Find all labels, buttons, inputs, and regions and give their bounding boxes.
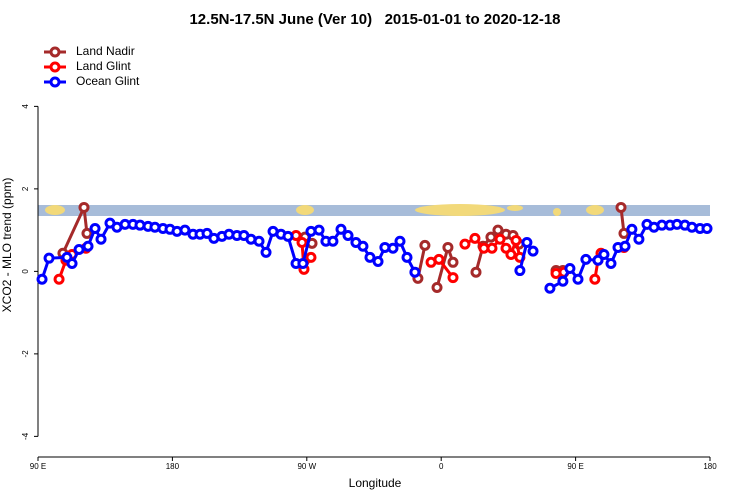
x-tick-label: 90 E (567, 462, 583, 471)
data-point (313, 224, 325, 236)
x-tick-label: 0 (439, 462, 444, 471)
data-point (527, 245, 539, 257)
data-point (442, 241, 454, 253)
data-point (521, 237, 533, 248)
data-point (557, 275, 569, 287)
data-point (253, 235, 265, 247)
data-point (78, 201, 90, 213)
x-tick-label: 180 (703, 462, 717, 471)
data-point (580, 253, 592, 265)
data-point (364, 251, 376, 263)
data-point (409, 266, 421, 278)
data-point (95, 233, 107, 245)
data-point (387, 242, 399, 254)
legend-marker (49, 61, 61, 73)
x-axis-label: Longitude (349, 476, 402, 490)
data-point (544, 282, 556, 294)
data-point (401, 251, 413, 263)
x-tick-label: 180 (166, 462, 180, 471)
data-point (305, 251, 317, 263)
data-point (394, 235, 406, 247)
data-point (510, 234, 522, 246)
data-point (431, 281, 443, 293)
data-point (296, 237, 308, 248)
legend-marker (49, 76, 61, 88)
data-point (53, 273, 65, 285)
y-tick-label: -4 (21, 432, 30, 440)
data-point (81, 227, 93, 239)
data-point (342, 229, 354, 241)
data-point (335, 223, 347, 235)
y-tick-label: 0 (21, 269, 30, 274)
data-point (589, 273, 601, 285)
data-point (598, 248, 610, 260)
data-point (485, 231, 497, 243)
data-point (260, 246, 272, 258)
data-point (486, 242, 498, 254)
data-point (357, 240, 369, 252)
chart-title: 12.5N-17.5N June (Ver 10) 2015-01-01 to … (189, 11, 560, 28)
series-line (61, 201, 626, 288)
data-point (626, 223, 638, 235)
data-point (447, 256, 459, 268)
data-point (605, 258, 617, 270)
data-point (179, 224, 191, 236)
data-point (447, 272, 459, 284)
data-point (36, 273, 48, 285)
x-tick-label: 90 E (30, 462, 46, 471)
data-point (459, 238, 471, 250)
data-point (505, 248, 517, 260)
y-tick-label: 4 (21, 104, 30, 109)
legend-label: Land Glint (76, 59, 131, 73)
legend-marker (49, 46, 61, 58)
data-point (615, 201, 627, 213)
data-point (701, 222, 713, 234)
x-tick-label: 90 W (297, 462, 316, 471)
y-axis-label: XCO2 - MLO trend (ppm) (0, 178, 14, 313)
data-point (633, 233, 645, 245)
data-point (327, 235, 339, 247)
data-point (433, 253, 445, 265)
data-point (66, 258, 78, 270)
data-point (572, 273, 584, 285)
data-point (564, 262, 576, 274)
data-point (419, 239, 431, 251)
data-point (494, 233, 506, 245)
data-point (469, 232, 481, 244)
data-point (619, 240, 631, 252)
data-point (89, 222, 101, 234)
series-line (59, 235, 624, 279)
map-band (38, 204, 710, 216)
data-point (470, 266, 482, 278)
data-point (82, 240, 94, 252)
data-point (297, 258, 309, 270)
data-point (514, 265, 526, 277)
data-point (201, 227, 213, 239)
data-point (73, 244, 85, 256)
data-point (282, 230, 294, 242)
data-point (43, 252, 55, 264)
y-tick-label: -2 (21, 350, 30, 358)
y-tick-label: 2 (21, 186, 30, 191)
data-point (372, 255, 384, 267)
legend-label: Ocean Glint (76, 74, 140, 88)
data-point (618, 227, 630, 239)
legend-label: Land Nadir (76, 44, 135, 58)
